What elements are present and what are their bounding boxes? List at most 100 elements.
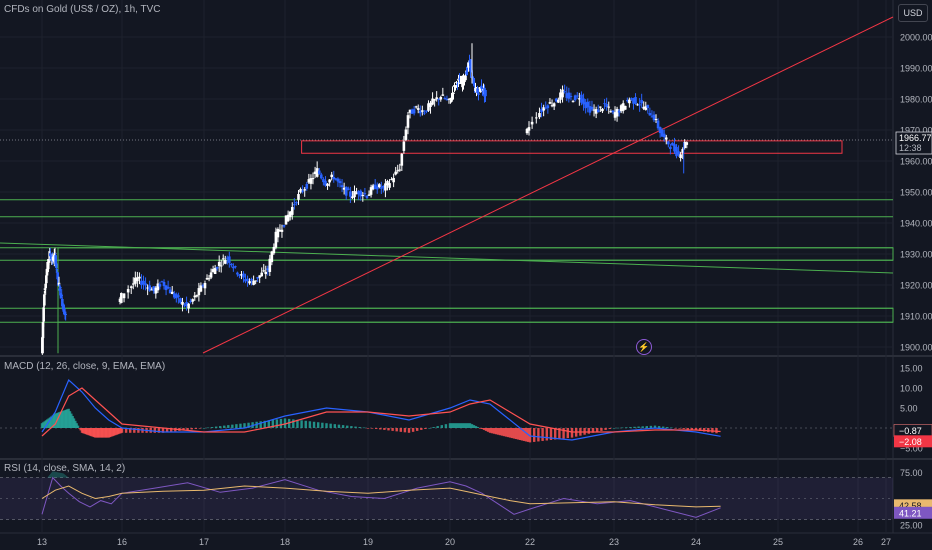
macd-histogram-bar	[153, 428, 156, 433]
currency-button[interactable]: USD	[898, 4, 928, 22]
candle-body	[384, 183, 387, 191]
time-tick-label: 24	[691, 537, 701, 547]
candle-body	[336, 178, 340, 182]
candle-body	[185, 302, 188, 306]
macd-histogram-bar	[118, 428, 121, 434]
candle-body	[578, 98, 581, 100]
price-tick-label: 2000.00	[900, 33, 932, 43]
candle-body	[588, 106, 592, 113]
candle-body	[675, 146, 678, 157]
macd-histogram-bar	[66, 409, 69, 428]
macd-histogram-bar	[235, 424, 238, 428]
candle-body	[464, 75, 467, 81]
macd-histogram-bar	[480, 428, 484, 429]
candle-body	[170, 291, 174, 294]
candle-body	[580, 94, 583, 103]
candle-body	[388, 183, 391, 188]
candle-body	[611, 110, 615, 113]
candle-body	[394, 171, 397, 175]
candle-body	[586, 101, 590, 108]
candle-body	[525, 128, 529, 134]
candle-body	[284, 215, 288, 225]
macd-histogram-bar	[87, 428, 90, 436]
macd-histogram-bar	[72, 418, 76, 428]
macd-histogram-bar	[58, 412, 61, 428]
candle-body	[646, 104, 650, 108]
macd-histogram-bar	[227, 425, 230, 428]
macd-histogram-bar	[107, 428, 110, 438]
macd-histogram-bar	[308, 421, 312, 428]
candle-body	[559, 92, 562, 100]
candle-body	[412, 109, 416, 114]
candle-body	[484, 89, 487, 97]
macd-histogram-bar	[490, 428, 494, 434]
alert-bolt-icon[interactable]: ⚡	[636, 339, 652, 355]
macd-title: MACD (12, 26, close, 9, EMA, EMA)	[4, 361, 166, 372]
candle-body	[172, 293, 176, 298]
candle-body	[418, 110, 422, 114]
candle-body	[55, 263, 58, 268]
time-tick-label: 16	[117, 537, 127, 547]
candle-body	[433, 99, 436, 101]
candle-body	[349, 191, 352, 197]
candle-body	[288, 211, 292, 218]
candle-body	[530, 121, 534, 125]
price-tick-label: 1930.00	[900, 250, 932, 260]
macd-histogram-bar	[190, 428, 193, 430]
candle-body	[535, 117, 538, 119]
time-tick-label: 25	[773, 537, 783, 547]
macd-histogram-bar	[583, 428, 586, 435]
macd-histogram-bar	[450, 423, 454, 428]
candle-body	[369, 187, 373, 195]
macd-histogram-bar	[641, 426, 644, 428]
macd-histogram-bar	[279, 418, 283, 428]
candle-body	[571, 101, 575, 103]
macd-histogram-bar	[112, 428, 116, 436]
candle-body	[47, 263, 50, 266]
time-tick-label: 17	[199, 537, 209, 547]
rsi-tick-label: 75.00	[900, 468, 923, 478]
macd-histogram-bar	[502, 428, 506, 437]
candle-body	[248, 281, 251, 284]
candle-body	[455, 81, 458, 83]
candle-body	[238, 274, 241, 276]
candle-body	[144, 283, 147, 286]
macd-histogram-bar	[206, 427, 210, 429]
candle-body	[450, 97, 453, 102]
candle-body	[400, 153, 404, 166]
candle-body	[282, 224, 286, 227]
candle-body	[634, 97, 637, 104]
macd-histogram-bar	[91, 428, 94, 437]
candle-body	[242, 273, 245, 278]
candle-body	[644, 106, 648, 110]
macd-histogram-bar	[83, 428, 86, 434]
candle-body	[189, 300, 192, 302]
macd-histogram-bar	[460, 423, 464, 428]
candle-body	[421, 110, 424, 112]
macd-tick-label: 15.00	[900, 364, 923, 374]
candle-body	[156, 283, 160, 291]
candle-body	[142, 280, 145, 285]
macd-tick-label: −5.00	[900, 444, 923, 454]
macd-histogram-bar	[484, 428, 488, 431]
macd-histogram-bar	[682, 428, 685, 429]
macd-histogram-bar	[504, 428, 508, 437]
time-tick-label: 22	[525, 537, 535, 547]
macd-histogram-bar	[492, 428, 496, 434]
macd-histogram-bar	[698, 428, 702, 431]
candle-body	[254, 280, 257, 282]
candle-body	[303, 189, 307, 191]
candle-body	[217, 262, 221, 267]
candle-body	[181, 301, 184, 305]
candle-body	[201, 285, 205, 287]
macd-histogram-bar	[587, 428, 590, 434]
candle-body	[459, 82, 462, 84]
candle-body	[154, 287, 158, 294]
candle-body	[477, 93, 480, 95]
candle-body	[250, 279, 253, 281]
candle-body	[467, 62, 470, 68]
macd-histogram-bar	[537, 428, 540, 442]
rsi-overbought-fill	[47, 471, 69, 478]
macd-histogram-bar	[202, 428, 206, 429]
